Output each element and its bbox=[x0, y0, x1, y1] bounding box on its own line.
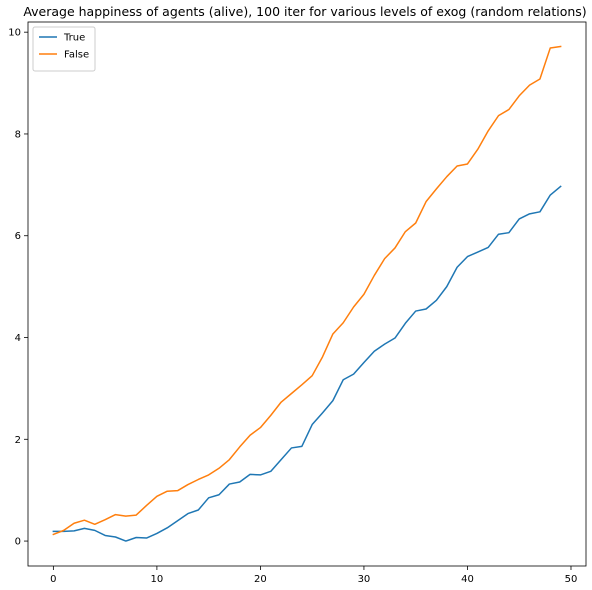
legend-label-true: True bbox=[63, 33, 85, 44]
y-tick-label: 8 bbox=[15, 129, 21, 140]
plot-area bbox=[52, 45, 562, 542]
y-tick-label: 4 bbox=[15, 333, 21, 344]
plot-frame bbox=[27, 21, 587, 567]
series-line-false bbox=[52, 45, 562, 536]
x-tick-label: 20 bbox=[254, 574, 267, 585]
chart-title: Average happiness of agents (alive), 100… bbox=[23, 4, 586, 19]
series-line-true bbox=[52, 185, 562, 542]
legend-label-false: False bbox=[64, 50, 89, 61]
y-tick-label: 2 bbox=[15, 435, 21, 446]
x-tick-label: 0 bbox=[50, 574, 56, 585]
y-tick-label: 0 bbox=[15, 537, 21, 548]
legend-box bbox=[32, 26, 96, 72]
y-tick-label: 6 bbox=[15, 231, 21, 242]
x-tick-label: 50 bbox=[565, 574, 578, 585]
x-tick-label: 40 bbox=[461, 574, 474, 585]
x-tick-label: 30 bbox=[358, 574, 371, 585]
y-tick-label: 10 bbox=[8, 28, 21, 39]
legend: True False bbox=[32, 26, 96, 72]
axes: 0 10 20 30 40 50 0 2 4 6 8 10 bbox=[8, 21, 587, 585]
x-tick-label: 10 bbox=[151, 574, 164, 585]
